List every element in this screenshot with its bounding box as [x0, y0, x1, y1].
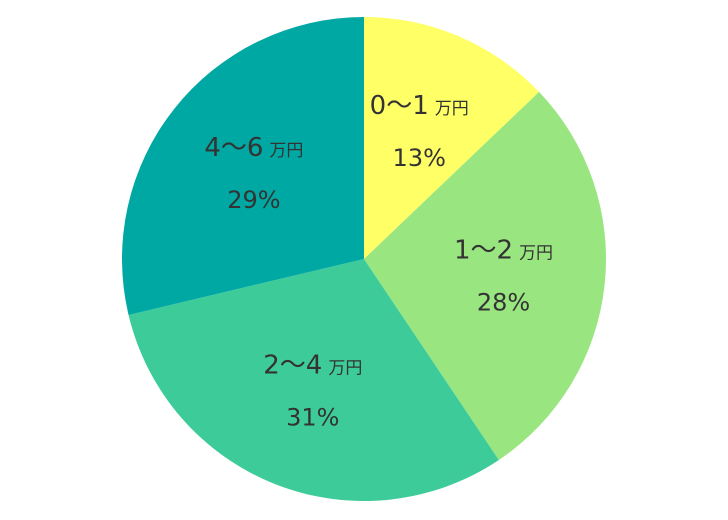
slice-range-3: 4〜6 — [204, 133, 263, 163]
slice-unit-2: 万円 — [328, 359, 362, 379]
slice-unit-3: 万円 — [269, 141, 303, 161]
slice-percent-1: 28% — [477, 288, 530, 316]
slice-unit-0: 万円 — [435, 99, 469, 119]
slice-percent-3: 29% — [227, 186, 280, 214]
slice-range-2: 2〜4 — [263, 351, 322, 381]
slice-range-1: 1〜2 — [454, 235, 513, 265]
pie-slice-1 — [364, 91, 606, 460]
pie-slices — [122, 17, 606, 502]
pie-slice-2 — [128, 259, 499, 502]
slice-percent-2: 31% — [286, 404, 339, 432]
slice-range-label-0: 0〜1 万円 — [370, 91, 469, 121]
slice-range-label-3: 4〜6 万円 — [204, 133, 303, 163]
pie-slice-3 — [122, 17, 364, 315]
slice-unit-1: 万円 — [519, 243, 553, 263]
slice-range-0: 0〜1 — [370, 91, 429, 121]
slice-range-label-2: 2〜4 万円 — [263, 351, 362, 381]
slice-percent-0: 13% — [393, 144, 446, 172]
pie-slice-0 — [364, 17, 540, 259]
slice-range-label-1: 1〜2 万円 — [454, 235, 553, 265]
pie-labels: 0〜1 万円 13% 1〜2 万円 28% 2〜4 万円 31% 4〜6 万円 29% — [204, 91, 553, 432]
